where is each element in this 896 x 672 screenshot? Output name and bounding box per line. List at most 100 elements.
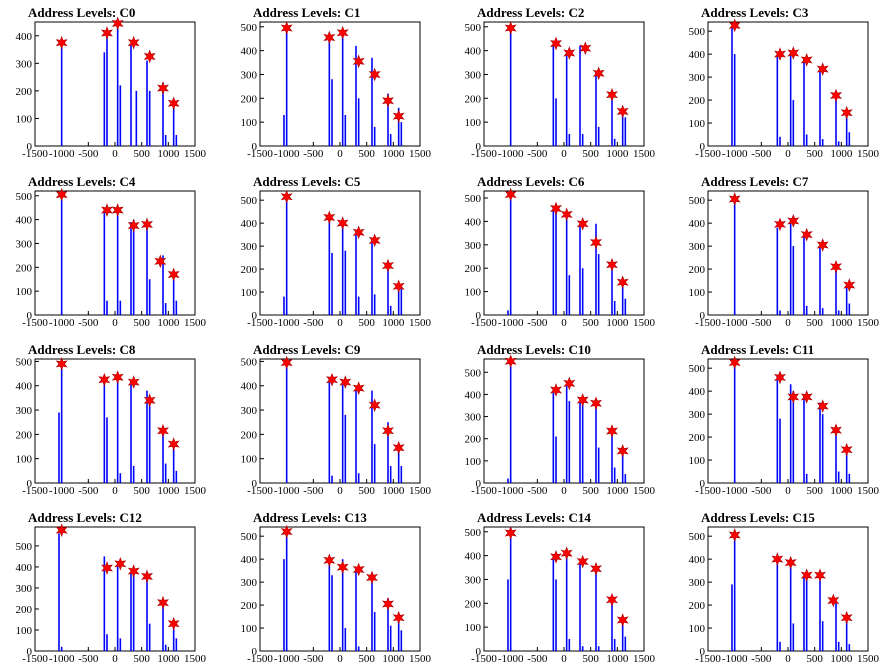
y-tick-label: 100 xyxy=(465,117,482,129)
y-tick-label: 300 xyxy=(241,69,258,81)
peak-marker xyxy=(774,217,786,232)
y-tick-label: 200 xyxy=(241,429,258,441)
y-tick-label: 0 xyxy=(252,141,258,153)
y-tick-label: 100 xyxy=(465,456,482,468)
x-tick-label: -1000 xyxy=(498,317,524,329)
peak-marker xyxy=(590,561,602,576)
peak-marker xyxy=(827,593,840,608)
x-tick-label: 1500 xyxy=(184,317,207,329)
x-tick-label: -500 xyxy=(78,317,99,329)
x-tick-label: 1500 xyxy=(633,148,656,160)
x-tick-label: 1000 xyxy=(830,317,853,329)
x-tick-label: 500 xyxy=(582,148,599,160)
peak-marker xyxy=(392,109,405,124)
x-tick-label: -1500 xyxy=(22,485,48,497)
y-tick-label: 100 xyxy=(16,286,33,298)
y-tick-label: 300 xyxy=(16,583,33,595)
peak-marker xyxy=(816,399,829,413)
y-tick-label: 0 xyxy=(252,646,258,658)
x-tick-label: -1000 xyxy=(49,148,75,160)
y-tick-label: 200 xyxy=(16,604,33,616)
x-tick-label: 1000 xyxy=(830,653,853,665)
peak-marker xyxy=(774,370,786,385)
x-tick-label: 0 xyxy=(337,653,343,665)
y-tick-label: 300 xyxy=(689,577,706,589)
peak-marker xyxy=(504,21,517,35)
peak-marker xyxy=(563,376,576,391)
peak-marker xyxy=(114,556,127,571)
peak-marker xyxy=(771,552,784,566)
peak-marker xyxy=(280,21,293,35)
x-tick-label: -500 xyxy=(303,148,324,160)
y-tick-label: 200 xyxy=(241,93,258,105)
x-tick-label: 500 xyxy=(358,485,375,497)
peak-marker xyxy=(392,440,405,455)
peak-marker xyxy=(55,357,68,371)
x-tick-label: -1000 xyxy=(498,653,524,665)
x-tick-label: -1000 xyxy=(274,485,300,497)
peak-marker xyxy=(323,210,336,225)
peak-marker xyxy=(55,187,68,202)
y-tick-label: 500 xyxy=(465,193,482,205)
chart-panel-14: Address Levels: C14 0 100 200 300 400 500 -1500… xyxy=(465,510,656,665)
y-tick-label: 500 xyxy=(689,363,706,375)
chart-panel-5: Address Levels: C50100200300400500-1500-… xyxy=(241,174,432,329)
peak-marker xyxy=(616,444,629,458)
chart-title: Address Levels: C9 xyxy=(253,342,361,357)
y-tick-label: 0 xyxy=(252,478,258,490)
y-tick-label: 400 xyxy=(16,562,33,574)
chart-panel-3: Address Levels: C30100200300400500-1500-… xyxy=(689,5,880,160)
peak-marker xyxy=(157,423,169,438)
peak-marker xyxy=(280,524,293,539)
y-tick-label: 500 xyxy=(465,367,482,379)
peak-marker xyxy=(154,254,167,269)
y-tick-label: 400 xyxy=(689,218,706,230)
x-tick-label: 1500 xyxy=(633,485,656,497)
y-tick-label: 100 xyxy=(241,623,258,635)
y-tick-label: 200 xyxy=(16,86,33,98)
y-tick-label: 400 xyxy=(241,46,258,58)
peak-marker xyxy=(787,390,800,404)
peak-marker xyxy=(550,201,562,216)
y-tick-label: 400 xyxy=(465,389,482,401)
y-tick-label: 300 xyxy=(241,241,258,253)
x-tick-label: -1500 xyxy=(695,485,721,497)
x-tick-label: 1500 xyxy=(409,485,432,497)
y-tick-label: 300 xyxy=(689,72,706,84)
peak-marker xyxy=(606,592,618,607)
y-tick-label: 500 xyxy=(465,22,482,34)
chart-title: Address Levels: C4 xyxy=(28,174,136,189)
peak-marker xyxy=(143,49,156,64)
x-tick-label: 500 xyxy=(582,653,599,665)
y-tick-label: 500 xyxy=(241,22,258,34)
x-tick-label: -1000 xyxy=(274,317,300,329)
y-tick-label: 500 xyxy=(16,356,33,368)
peak-marker xyxy=(127,35,140,50)
peak-marker xyxy=(382,93,394,108)
x-tick-label: 500 xyxy=(358,653,375,665)
x-tick-label: 500 xyxy=(806,485,823,497)
peak-marker xyxy=(830,259,842,274)
y-tick-label: 200 xyxy=(465,434,482,446)
peak-marker xyxy=(728,192,741,206)
y-tick-label: 200 xyxy=(465,93,482,105)
x-tick-label: -1000 xyxy=(274,653,300,665)
x-tick-label: -500 xyxy=(527,485,548,497)
y-tick-label: 500 xyxy=(689,531,706,543)
chart-panel-1: Address Levels: C10100200300400500-1500-… xyxy=(241,5,432,160)
peak-marker xyxy=(787,214,800,228)
x-tick-label: -1000 xyxy=(49,317,75,329)
y-tick-label: 300 xyxy=(241,577,258,589)
chart-panel-13: Address Levels: C13 0 100 200 300 400 500 -1500… xyxy=(241,510,432,665)
plot-frame xyxy=(707,190,869,316)
x-tick-label: 1000 xyxy=(157,148,180,160)
x-tick-label: 0 xyxy=(112,148,118,160)
x-tick-label: 1500 xyxy=(857,317,880,329)
peak-marker xyxy=(280,355,293,370)
x-tick-label: 0 xyxy=(785,317,791,329)
peak-marker xyxy=(101,26,113,40)
x-tick-label: -1000 xyxy=(498,148,524,160)
x-tick-label: -500 xyxy=(751,317,772,329)
peak-marker xyxy=(352,381,365,396)
x-tick-label: 500 xyxy=(358,317,375,329)
